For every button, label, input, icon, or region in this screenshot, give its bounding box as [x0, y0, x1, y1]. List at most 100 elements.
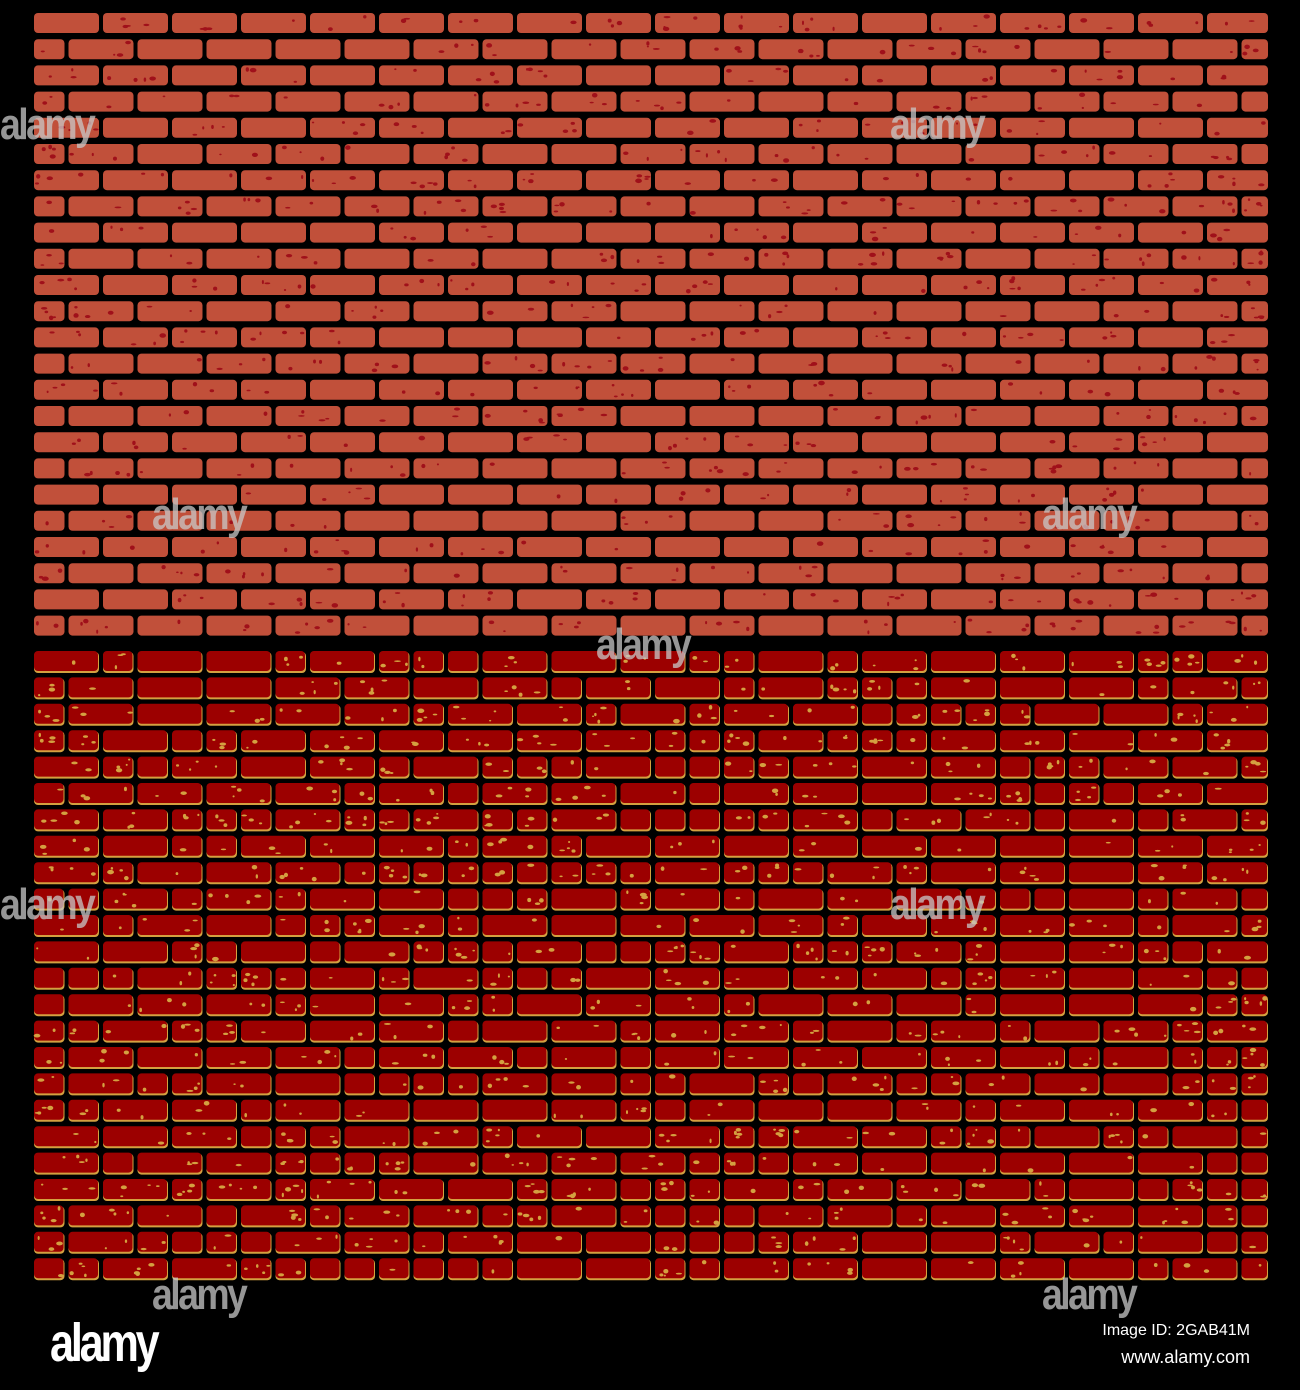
- speckle: [498, 1240, 504, 1244]
- brick: [931, 1073, 961, 1094]
- brick: [68, 144, 134, 164]
- speckle: [1069, 923, 1075, 927]
- speckle: [1017, 1128, 1021, 1132]
- speckle: [1113, 447, 1120, 451]
- speckle: [119, 869, 124, 872]
- brick: [275, 248, 341, 269]
- brick: [586, 1231, 650, 1252]
- speckle: [626, 686, 631, 691]
- speckle: [639, 892, 647, 897]
- speckle: [218, 819, 225, 822]
- brick: [1207, 1205, 1237, 1226]
- speckle: [454, 947, 457, 951]
- brick: [862, 967, 926, 988]
- speckle: [1006, 794, 1012, 798]
- speckle: [1061, 150, 1068, 154]
- speckle: [979, 900, 985, 904]
- speckle: [971, 231, 975, 234]
- speckle: [284, 1187, 292, 1192]
- brick: [1103, 91, 1169, 112]
- brick: [1034, 406, 1100, 426]
- speckle: [530, 1183, 535, 1185]
- speckle: [388, 952, 396, 957]
- speckle: [1024, 866, 1027, 870]
- speckle: [525, 787, 532, 792]
- speckle: [1209, 233, 1217, 238]
- speckle: [810, 947, 814, 952]
- speckle: [802, 794, 809, 798]
- speckle: [1149, 983, 1152, 986]
- speckle: [920, 415, 928, 420]
- speckle: [79, 1212, 85, 1218]
- speckle: [1146, 253, 1152, 258]
- speckle: [839, 1248, 846, 1251]
- speckle: [263, 411, 268, 416]
- speckle: [504, 665, 508, 668]
- speckle: [78, 172, 84, 177]
- brick: [724, 1231, 754, 1252]
- brick: [1241, 353, 1268, 374]
- speckle: [678, 841, 682, 846]
- speckle: [635, 1004, 642, 1007]
- speckle: [707, 252, 714, 257]
- speckle: [160, 172, 165, 177]
- speckle: [1223, 412, 1227, 416]
- speckle: [1048, 1062, 1051, 1066]
- speckle: [623, 1220, 628, 1223]
- speckle: [251, 152, 258, 157]
- brick: [931, 1047, 995, 1067]
- brick: [103, 967, 133, 988]
- speckle: [1106, 487, 1110, 491]
- speckle: [245, 67, 249, 72]
- brick: [724, 432, 789, 453]
- speckle: [656, 255, 663, 258]
- brick: [620, 1020, 650, 1041]
- brick: [1000, 915, 1064, 935]
- brick: [34, 615, 65, 636]
- speckle: [1225, 1192, 1232, 1196]
- speckle: [918, 1218, 923, 1222]
- speckle: [1259, 250, 1263, 255]
- speckle: [1210, 277, 1218, 282]
- speckle: [572, 129, 577, 133]
- speckle: [1074, 233, 1079, 235]
- speckle: [1098, 278, 1106, 282]
- speckle: [58, 1273, 64, 1278]
- speckle: [794, 868, 802, 871]
- speckle: [73, 313, 79, 318]
- brick: [413, 458, 479, 479]
- brick: [413, 809, 478, 830]
- speckle: [818, 380, 825, 386]
- speckle: [1043, 931, 1049, 934]
- speckle: [312, 1005, 319, 1008]
- speckle: [331, 182, 337, 185]
- speckle: [592, 733, 598, 736]
- brick: [103, 170, 168, 191]
- brick: [379, 651, 409, 671]
- speckle: [140, 1115, 144, 1120]
- speckle: [384, 822, 388, 826]
- speckle: [1024, 544, 1031, 549]
- speckle: [570, 303, 574, 308]
- speckle: [1223, 315, 1230, 319]
- speckle: [1193, 714, 1196, 717]
- brick: [724, 1152, 754, 1173]
- brick: [1241, 677, 1267, 698]
- speckle: [41, 576, 49, 581]
- speckle: [774, 1269, 779, 1273]
- speckle: [522, 1084, 529, 1088]
- brick: [482, 353, 548, 374]
- brick: [724, 65, 789, 86]
- brick: [275, 967, 305, 988]
- brick: [620, 510, 686, 531]
- speckle: [1144, 658, 1151, 662]
- speckle: [340, 762, 343, 766]
- brick: [655, 589, 720, 610]
- speckle: [1089, 758, 1093, 763]
- speckle: [99, 1058, 105, 1063]
- speckle: [632, 591, 639, 595]
- speckle: [155, 794, 159, 797]
- speckle: [1109, 1112, 1113, 1117]
- brick: [379, 1152, 409, 1173]
- speckle: [1243, 955, 1251, 960]
